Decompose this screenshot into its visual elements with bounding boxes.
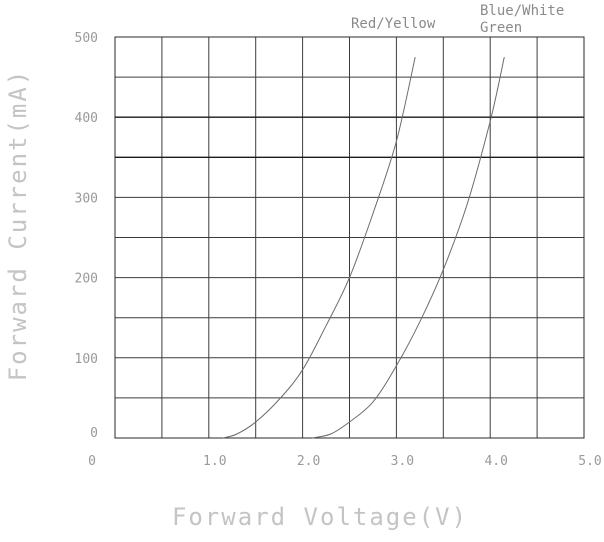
x-tick-label: 0 xyxy=(88,454,96,469)
series-label: Green xyxy=(480,20,522,36)
y-tick-label: 400 xyxy=(75,111,98,126)
x-axis-title: Forward Voltage(V) xyxy=(172,503,468,531)
series-label: Red/Yellow xyxy=(351,16,436,32)
tick-labels: 0 1.0 2.0 3.0 4.0 5.0 0 100 200 300 400 500 xyxy=(75,31,602,469)
x-tick-label: 1.0 xyxy=(203,454,226,469)
y-tick-label: 300 xyxy=(75,191,98,206)
x-tick-label: 4.0 xyxy=(484,454,507,469)
x-tick-label: 3.0 xyxy=(391,454,414,469)
series-lines xyxy=(222,56,505,439)
series-line xyxy=(222,56,416,439)
y-tick-label: 100 xyxy=(75,352,98,367)
series-label: Blue/White xyxy=(480,3,564,19)
y-axis-title: Forward Current(mA) xyxy=(4,69,32,382)
y-tick-label: 200 xyxy=(75,272,98,287)
x-tick-label: 2.0 xyxy=(297,454,320,469)
x-tick-label: 5.0 xyxy=(578,454,601,469)
plot-area xyxy=(114,36,585,439)
grid xyxy=(115,37,584,438)
series-line xyxy=(311,56,505,439)
y-tick-label: 0 xyxy=(90,426,98,441)
y-tick-label: 500 xyxy=(75,31,98,46)
